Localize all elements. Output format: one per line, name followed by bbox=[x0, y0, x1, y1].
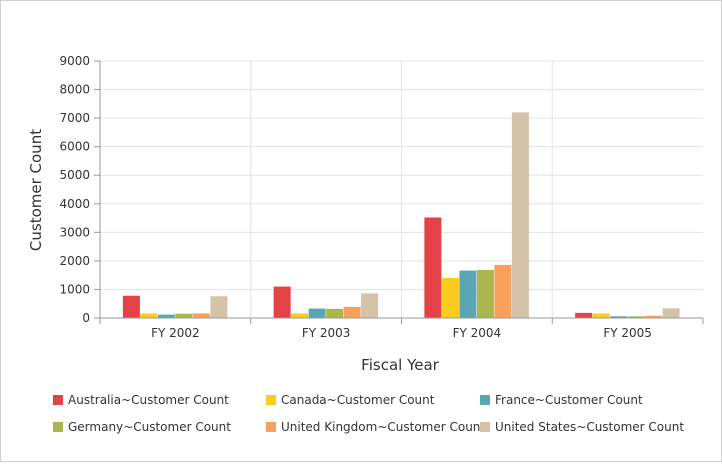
bar bbox=[273, 286, 291, 318]
bar bbox=[494, 264, 512, 318]
bar bbox=[343, 306, 361, 318]
bar bbox=[326, 308, 344, 318]
x-axis-title: Fiscal Year bbox=[361, 356, 439, 374]
y-tick-label: 5000 bbox=[59, 168, 90, 182]
bar bbox=[210, 296, 228, 318]
bar bbox=[140, 313, 158, 318]
x-tick-label: FY 2002 bbox=[151, 326, 200, 340]
y-tick-label: 0 bbox=[82, 311, 90, 325]
bar bbox=[627, 316, 645, 318]
y-tick-label: 2000 bbox=[59, 254, 90, 268]
bar bbox=[175, 313, 193, 318]
x-tick-label: FY 2004 bbox=[453, 326, 502, 340]
x-tick-label: FY 2003 bbox=[302, 326, 351, 340]
bar bbox=[122, 295, 140, 318]
bar bbox=[291, 313, 309, 318]
legend-swatch bbox=[480, 422, 490, 432]
bar bbox=[662, 308, 680, 318]
axes bbox=[99, 61, 703, 319]
bar bbox=[308, 308, 326, 318]
legend: Australia~Customer Count Canada~Customer … bbox=[53, 393, 684, 434]
x-tick-label: FY 2005 bbox=[603, 326, 652, 340]
bar bbox=[511, 112, 529, 319]
y-tick-label: 6000 bbox=[59, 140, 90, 154]
bar bbox=[157, 314, 175, 318]
bar bbox=[645, 315, 663, 318]
legend-swatch bbox=[53, 422, 63, 432]
y-tick-label: 3000 bbox=[59, 225, 90, 239]
legend-label: Germany~Customer Count bbox=[68, 420, 231, 434]
bar bbox=[361, 293, 379, 318]
y-tick-label: 1000 bbox=[59, 282, 90, 296]
legend-label: Canada~Customer Count bbox=[281, 393, 435, 407]
bar bbox=[592, 313, 610, 318]
y-axis-ticks: 0 1000 2000 3000 4000 5000 6000 7000 8000 9000 bbox=[59, 54, 100, 325]
y-axis-title: Customer Count bbox=[27, 129, 45, 251]
bar bbox=[610, 316, 628, 318]
bar bbox=[424, 217, 442, 318]
gridlines bbox=[100, 60, 703, 318]
x-axis-ticks: FY 2002 FY 2003 FY 2004 FY 2005 bbox=[99, 318, 704, 340]
legend-swatch bbox=[53, 395, 63, 405]
bar bbox=[441, 278, 459, 318]
legend-label: United States~Customer Count bbox=[495, 420, 684, 434]
legend-label: United Kingdom~Customer Count bbox=[281, 420, 485, 434]
legend-label: France~Customer Count bbox=[495, 393, 643, 407]
y-tick-label: 4000 bbox=[59, 197, 90, 211]
legend-label: Australia~Customer Count bbox=[68, 393, 229, 407]
bar bbox=[575, 312, 593, 318]
y-tick-label: 8000 bbox=[59, 83, 90, 97]
bar bbox=[459, 270, 477, 318]
bars bbox=[122, 112, 680, 319]
legend-swatch bbox=[266, 422, 276, 432]
y-tick-label: 7000 bbox=[59, 111, 90, 125]
bar bbox=[192, 313, 210, 318]
legend-swatch bbox=[480, 395, 490, 405]
y-tick-label: 9000 bbox=[59, 54, 90, 68]
bar bbox=[476, 270, 494, 318]
legend-swatch bbox=[266, 395, 276, 405]
